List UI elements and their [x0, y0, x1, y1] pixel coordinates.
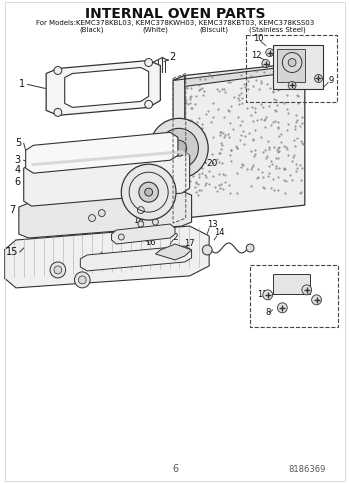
Circle shape	[266, 49, 274, 57]
Polygon shape	[173, 75, 185, 220]
Text: 2: 2	[182, 206, 188, 214]
Text: 9: 9	[329, 76, 334, 85]
Circle shape	[171, 140, 187, 156]
Circle shape	[302, 285, 312, 295]
Circle shape	[153, 219, 159, 225]
Circle shape	[138, 221, 144, 227]
Text: 8186369: 8186369	[288, 465, 326, 474]
Circle shape	[75, 272, 90, 288]
Circle shape	[263, 290, 273, 300]
Bar	[273, 44, 323, 89]
Circle shape	[89, 214, 96, 222]
Text: 2: 2	[169, 52, 175, 61]
Text: (Black): (Black)	[80, 27, 104, 33]
Circle shape	[54, 266, 62, 274]
Circle shape	[50, 262, 66, 278]
Circle shape	[282, 53, 302, 72]
Text: 12: 12	[251, 51, 261, 60]
Polygon shape	[34, 160, 178, 178]
Circle shape	[54, 108, 62, 116]
Polygon shape	[46, 60, 160, 115]
Circle shape	[54, 67, 62, 74]
Text: 16: 16	[145, 239, 156, 247]
Text: 18: 18	[133, 215, 143, 225]
Text: (Biscuit): (Biscuit)	[199, 27, 229, 33]
Circle shape	[159, 128, 198, 168]
Polygon shape	[185, 62, 305, 218]
Circle shape	[78, 276, 86, 284]
Polygon shape	[24, 150, 190, 206]
Text: 13: 13	[207, 220, 217, 228]
Polygon shape	[32, 150, 190, 166]
Text: 14: 14	[214, 227, 224, 237]
Text: 6: 6	[15, 177, 21, 187]
Circle shape	[118, 234, 124, 240]
Text: 11: 11	[258, 290, 268, 299]
Circle shape	[288, 58, 296, 67]
Text: 5: 5	[15, 138, 21, 148]
Bar	[273, 274, 310, 294]
Circle shape	[121, 164, 176, 220]
Circle shape	[262, 59, 270, 68]
Circle shape	[315, 74, 322, 83]
Circle shape	[98, 210, 105, 216]
Circle shape	[149, 118, 208, 178]
Text: 1: 1	[19, 79, 25, 89]
Polygon shape	[19, 191, 191, 238]
Polygon shape	[155, 244, 191, 260]
Text: For Models:KEMC378KBL03, KEMC378KWH03, KEMC378KBT03, KEMC378KSS03: For Models:KEMC378KBL03, KEMC378KWH03, K…	[36, 20, 314, 26]
Text: 20: 20	[206, 159, 218, 168]
Text: 21: 21	[137, 158, 148, 167]
Polygon shape	[26, 132, 178, 173]
Text: 8: 8	[265, 308, 271, 317]
Bar	[278, 49, 305, 83]
Circle shape	[145, 188, 153, 196]
Bar	[250, 265, 338, 327]
Circle shape	[312, 295, 321, 305]
Circle shape	[202, 245, 212, 255]
Text: (Stainless Steel): (Stainless Steel)	[249, 27, 306, 33]
Text: 7: 7	[9, 205, 15, 215]
Polygon shape	[80, 246, 191, 271]
Text: 15: 15	[6, 247, 18, 257]
Polygon shape	[173, 66, 305, 86]
Circle shape	[139, 182, 159, 202]
Text: 4: 4	[15, 165, 21, 175]
Text: (White): (White)	[142, 27, 168, 33]
Text: 17: 17	[184, 240, 195, 248]
Text: 10: 10	[253, 34, 263, 43]
Bar	[246, 35, 337, 102]
Text: 2: 2	[310, 64, 315, 73]
Circle shape	[138, 207, 144, 213]
Polygon shape	[112, 224, 175, 244]
Text: INTERNAL OVEN PARTS: INTERNAL OVEN PARTS	[85, 7, 265, 21]
Circle shape	[278, 303, 287, 313]
Polygon shape	[65, 68, 149, 107]
Polygon shape	[4, 226, 209, 288]
Circle shape	[288, 82, 296, 89]
Text: 3: 3	[15, 155, 21, 165]
Circle shape	[145, 58, 153, 67]
Circle shape	[246, 244, 254, 252]
Circle shape	[145, 100, 153, 108]
Text: 6: 6	[172, 464, 178, 474]
Text: 18: 18	[89, 256, 99, 265]
Text: 2: 2	[172, 232, 178, 242]
